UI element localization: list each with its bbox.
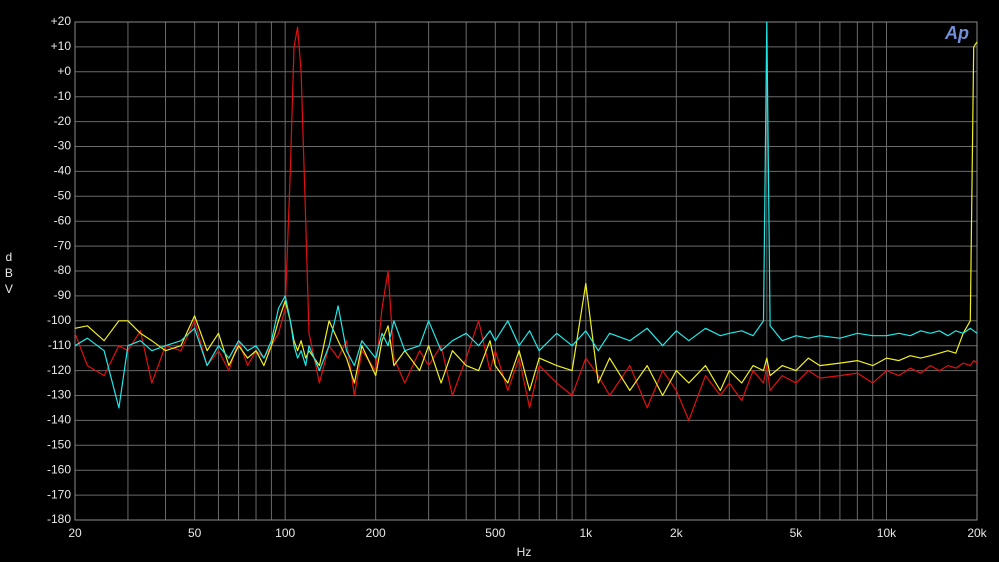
x-tick-label: 1k bbox=[579, 526, 593, 540]
y-tick-label: -60 bbox=[54, 213, 72, 227]
y-axis-label: dBV bbox=[2, 250, 16, 298]
y-tick-label: -170 bbox=[47, 487, 71, 501]
y-tick-label: -120 bbox=[47, 363, 71, 377]
y-tick-label: -80 bbox=[54, 263, 72, 277]
series-line bbox=[74, 26, 978, 421]
y-tick-label: -50 bbox=[54, 188, 72, 202]
y-tick-label: -180 bbox=[47, 512, 71, 526]
y-tick-label: -70 bbox=[54, 238, 72, 252]
x-axis-label: Hz bbox=[517, 545, 532, 559]
plot-frame bbox=[74, 21, 978, 521]
x-tick-label: 5k bbox=[790, 526, 804, 540]
y-tick-label: -40 bbox=[54, 164, 72, 178]
y-tick-label: +0 bbox=[57, 64, 71, 78]
logo: Ap bbox=[944, 23, 969, 43]
x-tick-label: 2k bbox=[670, 526, 684, 540]
y-tick-label: -140 bbox=[47, 413, 71, 427]
x-tick-label: 20 bbox=[68, 526, 82, 540]
y-tick-label: -130 bbox=[47, 388, 71, 402]
y-tick-label: +10 bbox=[51, 39, 72, 53]
y-tick-label: -110 bbox=[48, 338, 71, 352]
x-tick-label: 200 bbox=[366, 526, 386, 540]
x-tick-label: 100 bbox=[275, 526, 295, 540]
x-tick-label: 500 bbox=[485, 526, 505, 540]
x-tick-label: 50 bbox=[188, 526, 202, 540]
series-line bbox=[74, 21, 978, 409]
y-tick-label: -20 bbox=[54, 114, 72, 128]
y-tick-label: -90 bbox=[54, 288, 72, 302]
y-tick-label: -30 bbox=[54, 139, 72, 153]
y-tick-label: -10 bbox=[54, 89, 72, 103]
y-tick-label: -150 bbox=[47, 437, 71, 451]
y-tick-label: -160 bbox=[47, 462, 71, 476]
y-tick-label: +20 bbox=[51, 14, 72, 28]
x-tick-label: 20k bbox=[967, 526, 987, 540]
series-line bbox=[74, 41, 978, 397]
y-tick-label: -100 bbox=[47, 313, 71, 327]
x-tick-label: 10k bbox=[877, 526, 897, 540]
